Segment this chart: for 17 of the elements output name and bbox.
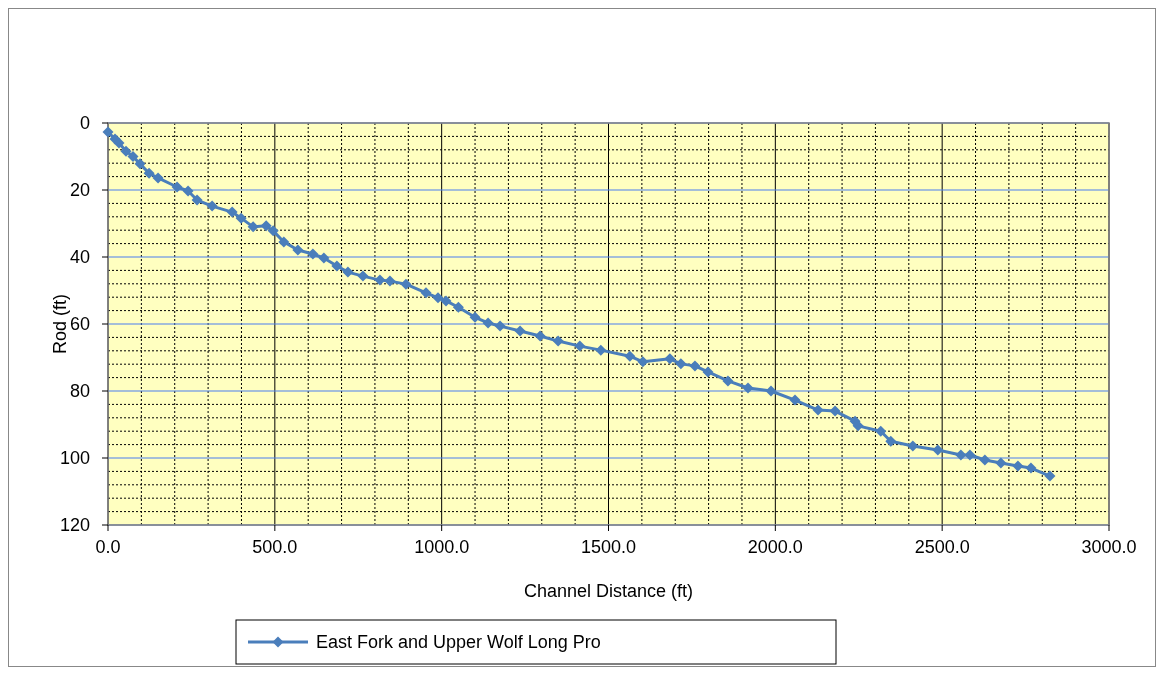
y-tick-label: 40 <box>69 247 90 268</box>
y-tick-label: 100 <box>59 448 90 469</box>
y-tick-label: 0 <box>79 113 90 134</box>
x-tick-label: 2500.0 <box>914 537 970 557</box>
x-tick-label: 2000.0 <box>747 537 803 557</box>
y-tick-label: 120 <box>59 515 90 536</box>
x-tick-label: 0.0 <box>95 537 121 557</box>
x-tick-label: 500.0 <box>252 537 298 557</box>
x-tick-label: 3000.0 <box>1081 537 1137 557</box>
y-axis-title: Rod (ft) <box>50 293 70 355</box>
y-tick-label: 80 <box>69 381 90 402</box>
x-tick-label: 1500.0 <box>580 537 637 557</box>
legend-label: East Fork and Upper Wolf Long Pro <box>316 632 601 653</box>
x-axis-title: Channel Distance (ft) <box>523 581 694 601</box>
y-tick-label: 60 <box>69 314 90 335</box>
x-tick-label: 1000.0 <box>414 537 470 557</box>
y-tick-label: 20 <box>69 180 90 201</box>
